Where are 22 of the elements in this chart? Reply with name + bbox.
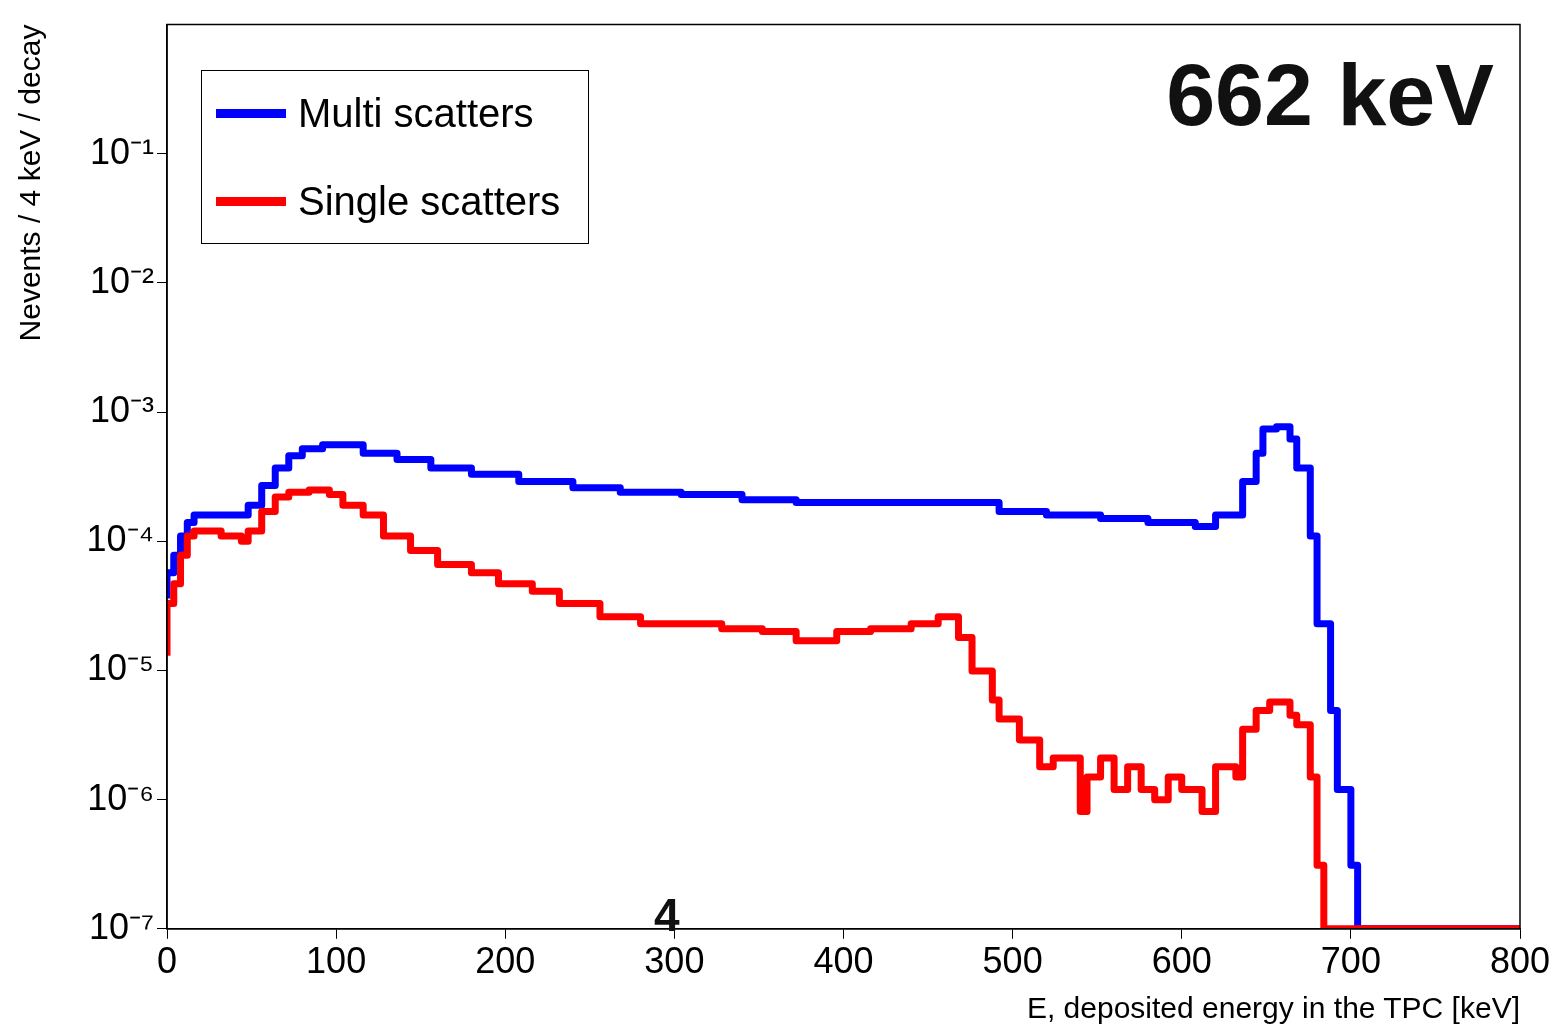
x-tick-label: 200 — [475, 940, 536, 982]
legend-label: Single scatters — [298, 179, 561, 224]
x-tick-label: 500 — [982, 940, 1043, 982]
y-tick-label: 10⁻⁷ — [88, 905, 154, 947]
y-axis-title: Nevents / 4 keV / decay — [13, 24, 47, 342]
y-tick-label: 10⁻⁴ — [86, 518, 154, 560]
annotation: 662 keV — [1166, 44, 1494, 146]
x-tick-label: 400 — [813, 940, 874, 982]
y-tick-label: 10⁻² — [89, 259, 155, 301]
x-tick-label: 800 — [1489, 940, 1551, 982]
x-tick-label: 100 — [306, 940, 367, 982]
annotation: 4 — [654, 888, 680, 942]
y-tick-label: 10⁻⁵ — [87, 647, 154, 689]
y-tick-label: 10⁻¹ — [89, 130, 155, 172]
y-tick-label: 10⁻⁶ — [87, 776, 154, 818]
x-axis-title: E, deposited energy in the TPC [keV] — [1026, 991, 1520, 1025]
x-tick-label: 0 — [156, 940, 178, 982]
x-tick-label: 600 — [1151, 940, 1212, 982]
x-tick-label: 300 — [644, 940, 705, 982]
y-tick-label: 10⁻³ — [89, 389, 155, 431]
x-tick-label: 700 — [1320, 940, 1381, 982]
legend-label: Multi scatters — [298, 91, 534, 136]
